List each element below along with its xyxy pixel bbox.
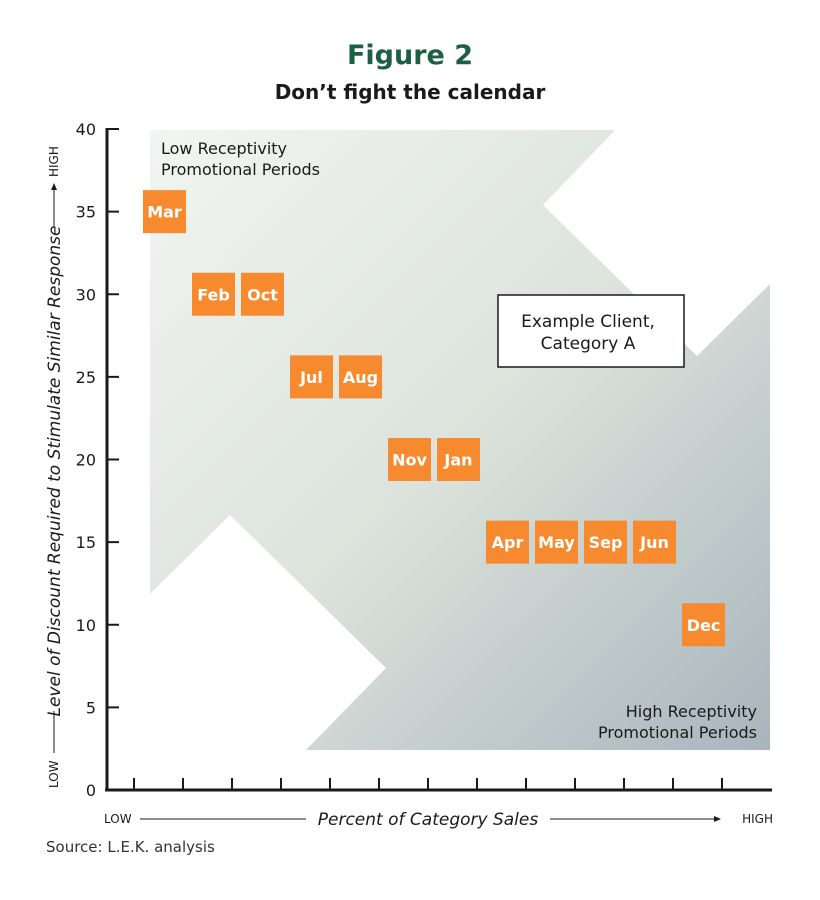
point-label-aug: Aug xyxy=(343,368,378,387)
x-axis-low: LOW xyxy=(104,812,132,826)
point-label-jan: Jan xyxy=(443,451,472,470)
x-axis-label: Percent of Category Sales xyxy=(318,810,539,830)
y-tick-label: 10 xyxy=(76,616,96,635)
point-box-jun xyxy=(633,520,676,564)
low-receptivity-label-line1: Low Receptivity xyxy=(161,139,287,158)
point-box-jul xyxy=(290,355,333,399)
point-box-nov xyxy=(388,438,431,481)
y-tick-label: 5 xyxy=(86,698,96,717)
y-axis: 0 5 10 15 20 25 30 35 40 xyxy=(76,120,119,800)
point-label-oct: Oct xyxy=(247,285,278,304)
figure-label: Figure 2 xyxy=(346,40,474,71)
point-label-apr: Apr xyxy=(492,533,524,552)
point-box-feb xyxy=(192,272,235,316)
point-box-mar xyxy=(143,190,186,234)
point-box-sep xyxy=(584,520,627,564)
high-receptivity-label-line2: Promotional Periods xyxy=(598,723,757,742)
x-axis-high: HIGH xyxy=(742,812,773,826)
example-client-box xyxy=(497,294,685,368)
point-label-feb: Feb xyxy=(197,285,230,304)
low-receptivity-label-line2: Promotional Periods xyxy=(161,160,320,179)
point-label-dec: Dec xyxy=(687,616,721,635)
y-tick-label: 0 xyxy=(86,781,96,800)
x-axis xyxy=(105,778,772,792)
y-tick-label: 35 xyxy=(76,203,96,222)
point-label-mar: Mar xyxy=(147,203,182,222)
y-tick-label: 25 xyxy=(76,368,96,387)
y-axis-label: Level of Discount Required to Stimulate … xyxy=(45,226,65,717)
y-axis-title: LOW Level of Discount Required to Stimul… xyxy=(45,146,65,788)
point-label-jun: Jun xyxy=(639,533,669,552)
x-axis-title: LOW Percent of Category Sales HIGH xyxy=(104,810,773,830)
example-client-label-line2: Category A xyxy=(541,334,636,354)
y-axis-high-arrow-head xyxy=(51,183,57,190)
point-box-aug xyxy=(339,355,382,399)
point-box-dec xyxy=(682,603,725,647)
high-receptivity-label-line1: High Receptivity xyxy=(626,702,757,721)
point-box-apr xyxy=(486,520,529,564)
y-tick-label: 20 xyxy=(76,451,96,470)
x-axis-high-arrow-head xyxy=(714,816,721,822)
source-note: Source: L.E.K. analysis xyxy=(46,838,215,856)
point-label-nov: Nov xyxy=(392,451,427,470)
point-label-may: May xyxy=(538,533,575,552)
y-tick-label: 15 xyxy=(76,533,96,552)
point-box-jan xyxy=(437,438,480,481)
y-axis-low: LOW xyxy=(47,760,61,788)
point-box-may xyxy=(535,520,578,564)
point-label-sep: Sep xyxy=(589,533,623,552)
chart-title: Don’t fight the calendar xyxy=(274,80,546,104)
y-tick-label: 40 xyxy=(76,120,96,139)
y-axis-high: HIGH xyxy=(47,146,61,177)
y-tick-label: 30 xyxy=(76,285,96,304)
example-client-label-line1: Example Client, xyxy=(521,312,655,332)
point-label-jul: Jul xyxy=(299,368,323,387)
point-box-oct xyxy=(241,272,284,316)
